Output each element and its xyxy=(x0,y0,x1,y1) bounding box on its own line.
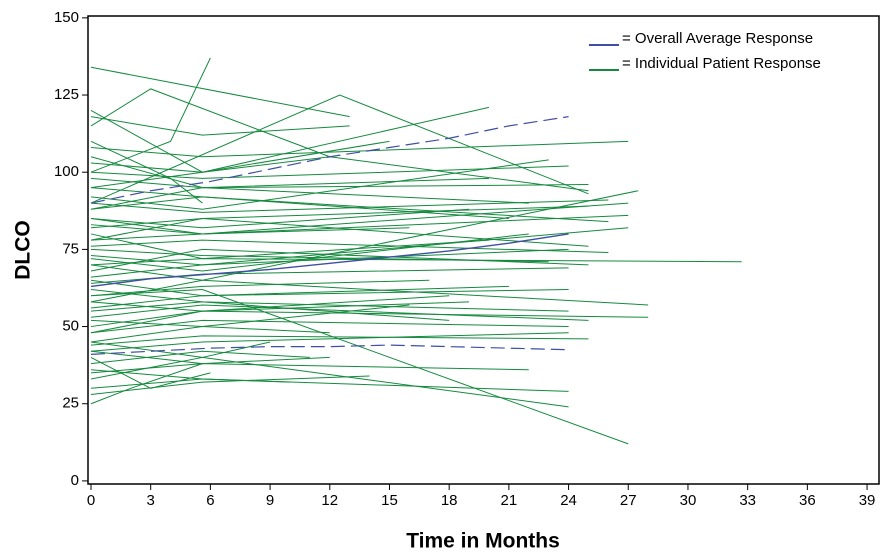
patient-line xyxy=(90,289,569,309)
patient-line xyxy=(90,369,290,383)
average-bound-line xyxy=(90,116,569,204)
x-tick-label: 3 xyxy=(147,492,155,509)
legend-label: = Individual Patient Response xyxy=(622,55,821,72)
patient-line xyxy=(90,110,390,173)
patient-line xyxy=(90,159,549,210)
patient-line xyxy=(90,350,310,365)
y-tick-label: 50 xyxy=(62,318,79,335)
x-tick-label: 30 xyxy=(680,492,697,509)
x-tick-label: 33 xyxy=(739,492,756,509)
patient-line xyxy=(90,224,410,235)
patient-line xyxy=(90,248,549,263)
y-axis-label: DLCO xyxy=(12,220,35,280)
patient-line xyxy=(90,208,470,229)
patient-line xyxy=(90,94,589,204)
y-tick-label: 100 xyxy=(54,163,79,180)
patient-line xyxy=(90,341,271,380)
x-tick-label: 18 xyxy=(441,492,458,509)
x-tick-label: 12 xyxy=(321,492,338,509)
patient-line xyxy=(90,301,470,312)
plot-area xyxy=(90,57,742,445)
average-line xyxy=(90,233,569,288)
patient-line xyxy=(90,304,589,321)
x-tick-label: 21 xyxy=(501,492,518,509)
x-tick-label: 15 xyxy=(381,492,398,509)
patient-line xyxy=(90,66,350,118)
patient-line xyxy=(90,335,589,346)
legend-label: = Overall Average Response xyxy=(622,30,813,47)
patient-line xyxy=(90,264,649,306)
patient-line xyxy=(90,332,569,352)
patient-line xyxy=(90,289,569,312)
y-tick-label: 25 xyxy=(62,395,79,412)
patient-line xyxy=(90,227,629,278)
x-axis-label: Time in Months xyxy=(406,530,560,553)
x-tick-label: 9 xyxy=(266,492,274,509)
patient-line xyxy=(90,199,609,213)
patient-line xyxy=(90,375,370,395)
x-tick-label: 24 xyxy=(560,492,577,509)
patient-line xyxy=(90,319,569,334)
patient-line xyxy=(90,187,529,210)
patient-line xyxy=(90,140,203,204)
patient-line xyxy=(90,326,330,343)
patient-line xyxy=(90,57,211,173)
y-tick-label: 150 xyxy=(54,9,79,26)
patient-line xyxy=(90,350,330,365)
x-tick-label: 36 xyxy=(799,492,816,509)
patient-line xyxy=(90,140,629,158)
patient-line xyxy=(90,363,203,405)
patient-line xyxy=(90,116,350,136)
patient-line xyxy=(90,218,589,247)
patient-line xyxy=(90,88,330,158)
x-tick-label: 6 xyxy=(206,492,214,509)
patient-line xyxy=(90,156,589,192)
y-tick-label: 0 xyxy=(71,472,79,489)
patient-line xyxy=(90,165,569,179)
patient-line xyxy=(90,187,509,220)
x-tick-label: 27 xyxy=(620,492,637,509)
x-tick-label: 39 xyxy=(859,492,876,509)
plot-frame xyxy=(87,15,880,485)
patient-line xyxy=(90,279,430,297)
y-tick-label: 125 xyxy=(54,86,79,103)
y-tick-label: 75 xyxy=(62,240,79,257)
x-tick-label: 0 xyxy=(87,492,95,509)
